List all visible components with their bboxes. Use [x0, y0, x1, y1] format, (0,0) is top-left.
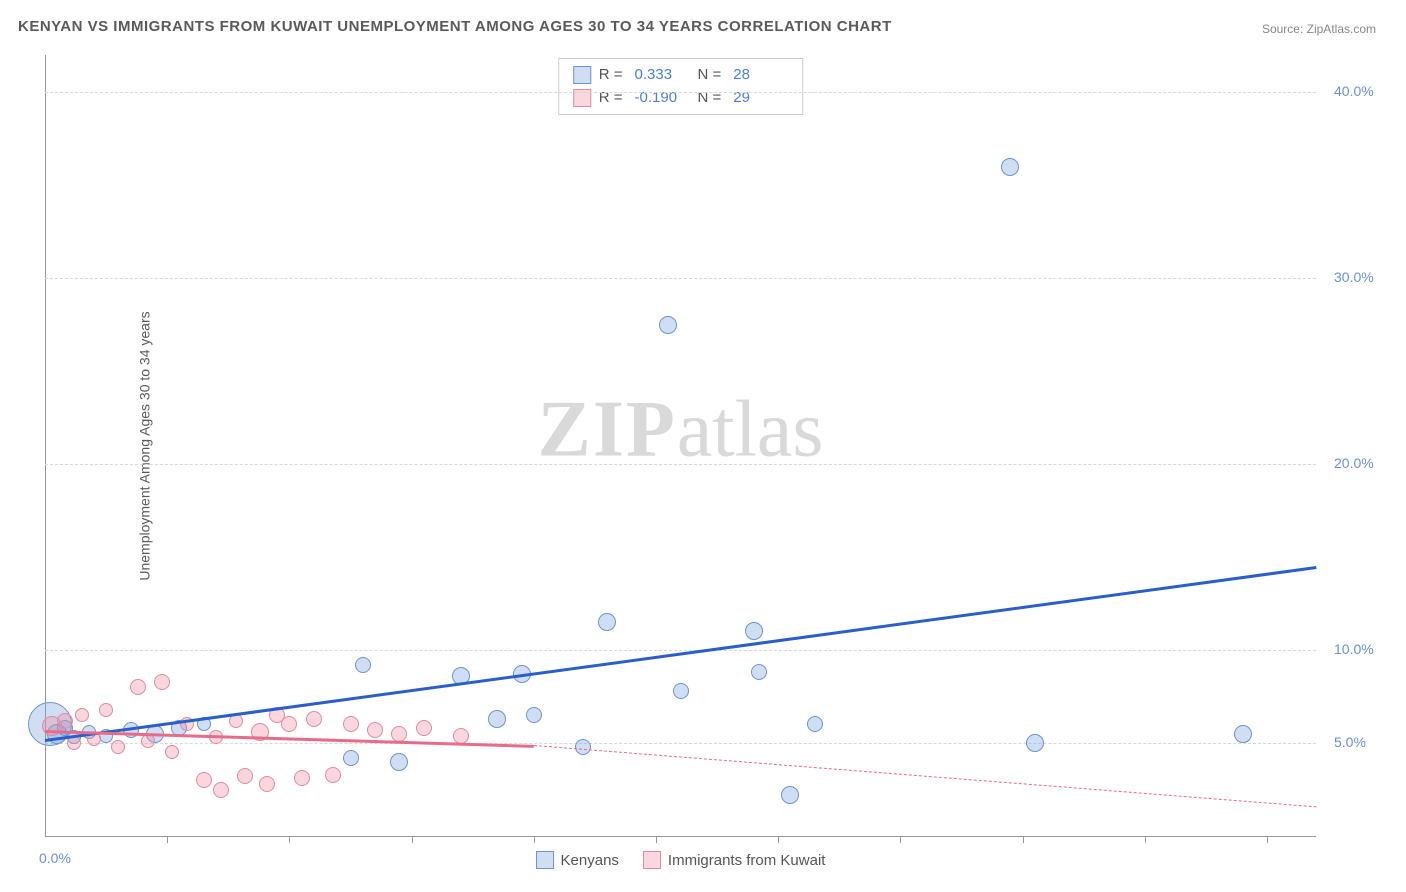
data-point-kuwait	[259, 776, 275, 792]
data-point-kuwait	[294, 770, 310, 786]
data-point-kuwait	[306, 711, 322, 727]
gridline	[45, 464, 1316, 465]
data-point-kenyans	[488, 710, 506, 728]
trend-line-dashed	[534, 745, 1316, 807]
gridline	[45, 278, 1316, 279]
x-tick	[656, 836, 657, 843]
legend-n-label: N =	[698, 87, 722, 110]
origin-label: 0.0%	[39, 850, 71, 866]
data-point-kuwait	[453, 728, 469, 744]
y-tick-label: 30.0%	[1334, 269, 1374, 285]
source-link[interactable]: ZipAtlas.com	[1307, 22, 1376, 36]
x-tick	[1145, 836, 1146, 843]
data-point-kuwait	[343, 716, 359, 732]
data-point-kenyans	[598, 613, 616, 631]
legend-swatch-bottom-1	[643, 851, 661, 869]
data-point-kuwait	[130, 679, 146, 695]
source-prefix: Source:	[1262, 22, 1307, 36]
x-tick	[1023, 836, 1024, 843]
y-tick-label: 40.0%	[1334, 83, 1374, 99]
legend-swatch-bottom-0	[536, 851, 554, 869]
data-point-kenyans	[1234, 725, 1252, 743]
gridline	[45, 743, 1316, 744]
legend-n-value-0: 28	[733, 64, 788, 87]
watermark-text: ZIPatlas	[538, 384, 824, 475]
x-tick	[900, 836, 901, 843]
legend-r-value-1: -0.190	[635, 87, 690, 110]
legend-label-0: Kenyans	[561, 852, 619, 869]
data-point-kenyans	[1026, 734, 1044, 752]
legend-row-series-0: R = 0.333 N = 28	[573, 64, 789, 87]
x-tick	[778, 836, 779, 843]
data-point-kuwait	[154, 674, 170, 690]
gridline	[45, 92, 1316, 93]
data-point-kenyans	[526, 707, 542, 723]
legend-row-series-1: R = -0.190 N = 29	[573, 87, 789, 110]
data-point-kenyans	[575, 739, 591, 755]
data-point-kuwait	[237, 768, 253, 784]
data-point-kuwait	[111, 740, 125, 754]
legend-r-label: R =	[599, 64, 623, 87]
data-point-kuwait	[75, 708, 89, 722]
data-point-kenyans	[343, 750, 359, 766]
source-attribution: Source: ZipAtlas.com	[1262, 22, 1376, 36]
plot-area: ZIPatlas R = 0.333 N = 28 R = -0.190 N =…	[45, 55, 1316, 837]
data-point-kuwait	[367, 722, 383, 738]
x-tick	[289, 836, 290, 843]
legend-r-label: R =	[599, 87, 623, 110]
data-point-kuwait	[165, 745, 179, 759]
legend-swatch-0	[573, 66, 591, 84]
data-point-kuwait	[281, 716, 297, 732]
data-point-kenyans	[1001, 158, 1019, 176]
x-tick	[534, 836, 535, 843]
legend-n-label: N =	[698, 64, 722, 87]
data-point-kuwait	[99, 703, 113, 717]
data-point-kuwait	[57, 713, 73, 729]
data-point-kenyans	[390, 753, 408, 771]
data-point-kuwait	[416, 720, 432, 736]
legend-item-0: Kenyans	[536, 851, 619, 869]
correlation-legend: R = 0.333 N = 28 R = -0.190 N = 29	[558, 58, 804, 115]
series-legend: Kenyans Immigrants from Kuwait	[536, 851, 826, 869]
y-tick-label: 20.0%	[1334, 455, 1374, 471]
data-point-kenyans	[751, 664, 767, 680]
data-point-kenyans	[781, 786, 799, 804]
watermark-rest: atlas	[677, 385, 824, 473]
legend-item-1: Immigrants from Kuwait	[643, 851, 826, 869]
data-point-kuwait	[196, 772, 212, 788]
data-point-kuwait	[391, 726, 407, 742]
data-point-kuwait	[213, 782, 229, 798]
trend-line	[45, 566, 1316, 741]
legend-r-value-0: 0.333	[635, 64, 690, 87]
watermark-bold: ZIP	[538, 385, 677, 473]
data-point-kenyans	[355, 657, 371, 673]
data-point-kenyans	[807, 716, 823, 732]
y-tick-label: 10.0%	[1334, 641, 1374, 657]
data-point-kuwait	[325, 767, 341, 783]
x-tick	[412, 836, 413, 843]
data-point-kenyans	[673, 683, 689, 699]
x-tick	[1267, 836, 1268, 843]
chart-title: KENYAN VS IMMIGRANTS FROM KUWAIT UNEMPLO…	[18, 18, 892, 35]
gridline	[45, 650, 1316, 651]
legend-label-1: Immigrants from Kuwait	[668, 852, 826, 869]
legend-n-value-1: 29	[733, 87, 788, 110]
data-point-kenyans	[745, 622, 763, 640]
y-tick-label: 5.0%	[1334, 734, 1366, 750]
data-point-kenyans	[659, 316, 677, 334]
data-point-kuwait	[141, 734, 155, 748]
x-tick	[167, 836, 168, 843]
